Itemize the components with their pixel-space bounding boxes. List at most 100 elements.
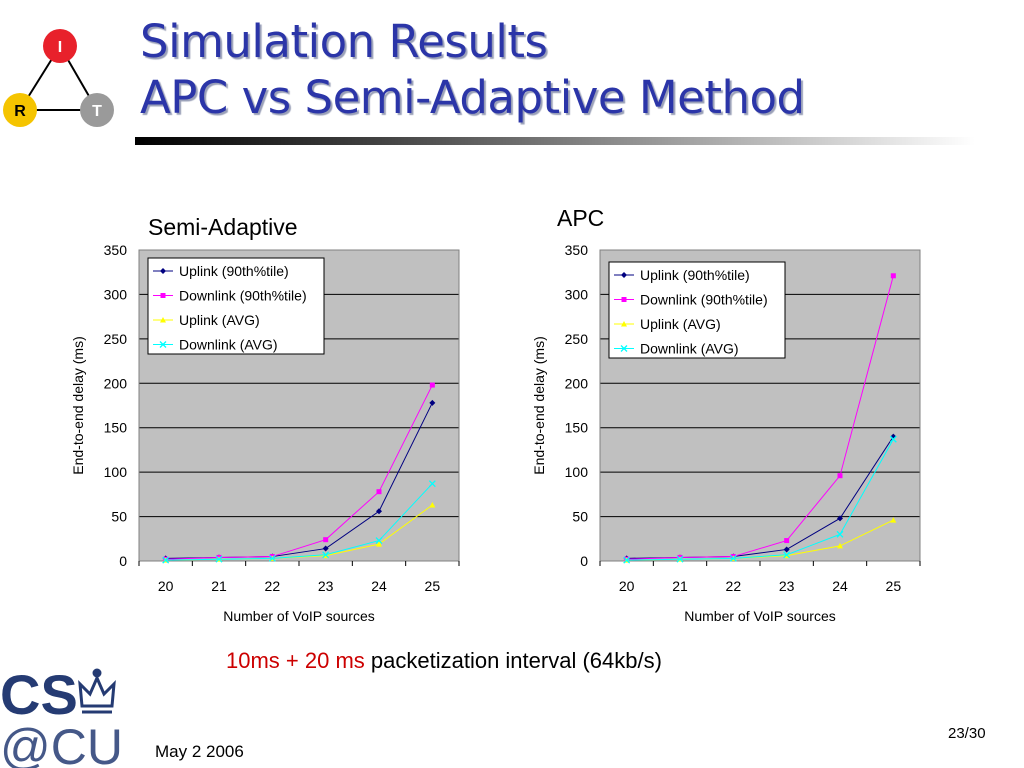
caption-text: packetization interval (64kb/s): [364, 648, 662, 673]
y-tick-label: 100: [104, 464, 128, 480]
legend-label: Downlink (AVG): [179, 337, 278, 353]
legend-marker: [621, 321, 627, 327]
x-axis-label: Number of VoIP sources: [223, 608, 374, 624]
legend-label: Uplink (AVG): [179, 312, 260, 328]
y-tick-label: 250: [104, 331, 128, 347]
crown-icon: [78, 668, 116, 714]
y-tick-label: 300: [104, 286, 128, 302]
data-point: [783, 546, 790, 553]
x-tick-label: 22: [265, 578, 281, 594]
legend-label: Downlink (90th%tile): [179, 288, 307, 304]
data-point: [784, 538, 790, 544]
data-point: [889, 435, 897, 443]
x-tick-label: 24: [371, 578, 387, 594]
x-tick-label: 22: [726, 578, 742, 594]
legend-item: Downlink (90th%tile): [614, 292, 768, 308]
legend-marker: [621, 272, 627, 278]
node-t: T: [80, 93, 114, 127]
legend-marker: [620, 345, 628, 352]
y-tick-label: 0: [580, 553, 588, 569]
footer-date: May 2 2006: [155, 742, 244, 761]
legend-label: Uplink (AVG): [640, 316, 721, 332]
slide-title: Simulation Results APC vs Semi-Adaptive …: [140, 14, 805, 126]
legend-item: Downlink (AVG): [614, 341, 739, 357]
legend-item: Downlink (AVG): [153, 337, 278, 353]
data-point: [162, 556, 170, 564]
data-point: [323, 537, 329, 543]
y-tick-label: 0: [119, 553, 127, 569]
y-tick-label: 350: [104, 242, 128, 258]
svg-text:R: R: [14, 103, 26, 120]
chart-title-semi-adaptive: Semi-Adaptive: [148, 214, 298, 240]
series-line: [165, 483, 433, 561]
data-point: [322, 551, 330, 559]
x-tick-label: 23: [318, 578, 334, 594]
data-point: [623, 556, 631, 564]
legend-marker: [160, 268, 166, 274]
y-axis-label: End-to-end delay (ms): [531, 336, 547, 475]
node-i: I: [43, 29, 77, 63]
x-tick-label: 25: [886, 578, 902, 594]
x-tick-label: 24: [832, 578, 848, 594]
legend-label: Uplink (90th%tile): [179, 263, 289, 279]
data-point: [729, 554, 737, 562]
legend-marker: [159, 341, 167, 348]
y-tick-label: 100: [565, 464, 589, 480]
data-point: [376, 489, 382, 495]
y-tick-label: 200: [104, 375, 128, 391]
page-number: 23/30: [948, 725, 986, 742]
legend-item: Uplink (90th%tile): [153, 263, 289, 279]
y-axis-label: End-to-end delay (ms): [70, 336, 86, 475]
data-point: [890, 273, 896, 279]
semi-adaptive-chart: 0 50 100 150 200 250 300 350 20 21 22 23 24 25 Number …: [70, 242, 460, 624]
x-tick-label: 25: [425, 578, 441, 594]
svg-text:I: I: [58, 39, 62, 56]
y-tick-label: 150: [565, 420, 589, 436]
legend-item: Uplink (90th%tile): [614, 267, 750, 283]
legend-marker: [160, 293, 166, 298]
data-point: [837, 515, 843, 522]
caption-highlight: 10ms + 20 ms: [226, 648, 365, 673]
legend: Uplink (90th%tile) Downlink (90th%tile) Up…: [147, 257, 325, 355]
data-point: [837, 542, 843, 549]
series-line: [165, 384, 433, 560]
data-point: [215, 555, 223, 563]
data-point: [376, 541, 382, 547]
data-point: [837, 473, 843, 479]
data-point: [429, 399, 436, 406]
title-line-1: Simulation Results: [140, 15, 548, 68]
data-point: [429, 502, 436, 508]
data-point: [428, 480, 436, 488]
caption: 10ms + 20 ms packetization interval (64k…: [226, 648, 662, 674]
cs-cu-logo: CS @CU: [0, 663, 123, 768]
y-tick-label: 300: [565, 286, 589, 302]
legend-label: Downlink (AVG): [640, 341, 739, 357]
x-tick-label: 21: [211, 578, 227, 594]
legend-marker: [621, 297, 627, 302]
legend-item: Uplink (AVG): [614, 316, 721, 332]
network-triangle-logo: I R T: [3, 29, 114, 127]
data-point: [890, 517, 897, 523]
chart-title-apc: APC: [557, 205, 605, 231]
data-point: [375, 537, 383, 545]
apc-chart: 0 50 100 150 200 250 300 350 20 21 22 23 24 25 Number …: [531, 242, 921, 624]
y-tick-label: 200: [565, 375, 589, 391]
legend-label: Uplink (90th%tile): [640, 267, 750, 283]
legend-label: Downlink (90th%tile): [640, 292, 768, 308]
node-r: R: [3, 93, 37, 127]
y-tick-label: 350: [565, 242, 589, 258]
title-line-2: APC vs Semi-Adaptive Method: [140, 71, 805, 124]
data-point: [783, 551, 791, 559]
x-tick-label: 20: [619, 578, 635, 594]
series-line: [626, 275, 894, 560]
data-point: [429, 382, 435, 388]
title-underline: [135, 137, 975, 145]
x-tick-label: 23: [779, 578, 795, 594]
legend-marker: [160, 317, 166, 323]
y-tick-label: 150: [104, 420, 128, 436]
y-tick-label: 50: [572, 509, 588, 525]
data-point: [836, 530, 844, 538]
legend: Uplink (90th%tile) Downlink (90th%tile) Up…: [608, 261, 786, 359]
data-point: [676, 555, 684, 563]
legend-item: Downlink (90th%tile): [153, 288, 307, 304]
